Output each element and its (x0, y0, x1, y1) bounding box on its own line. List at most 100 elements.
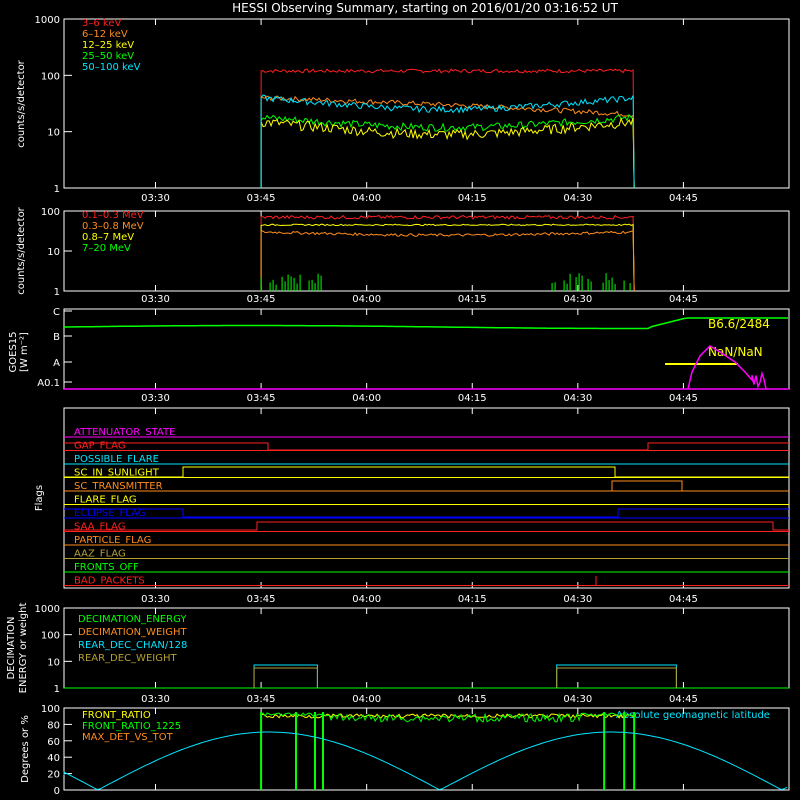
flag-name-bad-packets: BAD_PACKETS (74, 576, 145, 587)
time-tick-label: 04:15 (458, 294, 487, 305)
ratio-panel (63, 707, 790, 791)
flag-name-eclipse-flag: ECLIPSE_FLAG (74, 508, 145, 519)
rear-dec-weight-step (556, 667, 677, 688)
counts-low-ytick: 10 (47, 128, 60, 139)
transmitter-flag-step (64, 480, 789, 492)
eclipse-flag-step (64, 508, 789, 518)
time-tick-label: 03:45 (247, 393, 276, 404)
time-tick-label: 04:45 (669, 694, 698, 705)
flag-name-attenuator-state: ATTENUATOR_STATE (74, 427, 175, 438)
time-tick-label: 04:45 (669, 193, 698, 204)
series-6-12kev (260, 95, 635, 189)
series-0.1-0.3mev (260, 214, 635, 292)
ratio-legend-entry: FRONT_RATIO (82, 710, 151, 721)
decimation-ytick: 10 (47, 657, 60, 668)
counts-high-ytick: 100 (41, 207, 60, 218)
counts-low-legend-entry: 25–50 keV (82, 51, 134, 62)
time-tick-label: 03:30 (141, 193, 170, 204)
ratio-ylabel: Degrees or % (20, 715, 31, 783)
time-tick-label: 03:45 (247, 294, 276, 305)
counts-high-ytick: 1 (54, 287, 60, 298)
series-0.3-0.8mev (260, 230, 635, 292)
flags-panel (63, 407, 790, 589)
counts-low-ylabel: counts/s/detector (16, 59, 27, 147)
ratio-ytick: 80 (47, 720, 60, 731)
time-tick-label: 04:45 (669, 294, 698, 305)
time-tick-label: 04:45 (669, 393, 698, 404)
time-tick-label: 04:15 (458, 193, 487, 204)
counts-low-ytick: 1 (54, 184, 60, 195)
time-tick-label: 04:15 (458, 594, 487, 605)
flag-name-gap-flag: GAP_FLAG (74, 441, 126, 452)
decimation-ylabel-2: ENERGY or weight (18, 603, 29, 694)
ratio-ytick: 20 (47, 770, 60, 781)
counts-low-legend-entry: 6–12 keV (82, 29, 128, 40)
counts-high-ylabel: counts/s/detector (16, 206, 27, 294)
ratio-ytick: 60 (47, 737, 60, 748)
time-tick-label: 04:15 (458, 694, 487, 705)
counts-high-ytick: 10 (47, 247, 60, 258)
flag-name-sc-in-sunlight: SC_IN_SUNLIGHT (74, 468, 160, 479)
flag-name-possible-flare: POSSIBLE_FLARE (74, 454, 159, 465)
ratio-ytick: 40 (47, 753, 60, 764)
flag-name-fronts-off: FRONTS_OFF (74, 562, 139, 573)
flags-ylabel: Flags (34, 485, 45, 511)
counts-high-legend-entry: 0.8–7 MeV (82, 232, 134, 243)
time-tick-label: 04:30 (563, 694, 592, 705)
decimation-legend-entry: REAR_DEC_CHAN/128 (78, 640, 187, 651)
time-tick-label: 04:30 (563, 393, 592, 404)
time-tick-label: 04:30 (563, 594, 592, 605)
ratio-legend-entry: FRONT_RATIO_1225 (82, 721, 181, 732)
goes-ylabel-units: [W m⁻²] (19, 332, 30, 372)
time-tick-label: 03:30 (141, 393, 170, 404)
time-tick-label: 04:30 (563, 193, 592, 204)
goes-nan-annotation: NaN/NaN (708, 345, 763, 359)
counts-high-legend-entry: 7–20 MeV (82, 243, 131, 254)
time-tick-label: 03:45 (247, 193, 276, 204)
plot-title: HESSI Observing Summary, starting on 201… (232, 1, 618, 15)
time-tick-label: 03:30 (141, 294, 170, 305)
decimation-ytick: 1000 (35, 604, 60, 615)
flag-name-flare-flag: FLARE_FLAG (74, 495, 137, 506)
saa-flag-step (64, 521, 789, 531)
time-tick-label: 04:00 (352, 294, 381, 305)
flag-name-particle-flag: PARTICLE_FLAG (74, 535, 151, 546)
counts-high-legend-entry: 0.3–0.8 MeV (82, 221, 144, 232)
gap-flag-step (64, 442, 789, 451)
ratio-legend-entry: MAX_DET_VS_TOT (82, 732, 174, 743)
flag-name-aaz-flag: AAZ_FLAG (74, 549, 126, 560)
decimation-ytick: 1 (54, 684, 60, 695)
time-tick-label: 03:45 (247, 594, 276, 605)
time-tick-label: 03:45 (247, 694, 276, 705)
series-25-50kev (260, 113, 635, 189)
goes-class-annotation: B6.6/2484 (708, 317, 770, 331)
time-tick-label: 04:00 (352, 193, 381, 204)
sunlight-flag-step (64, 466, 789, 478)
goes-long-series (64, 317, 788, 330)
rear-dec-weight-step (253, 667, 318, 688)
geomagnetic-latitude-series (63, 731, 788, 791)
series-12-25kev (260, 117, 635, 189)
series-50-100kev (260, 94, 635, 189)
counts-low-ytick: 100 (41, 71, 60, 82)
time-tick-label: 04:00 (352, 694, 381, 705)
time-tick-label: 03:30 (141, 694, 170, 705)
counts-high-legend-entry: 0.1–0.3 MeV (82, 210, 144, 221)
ratio-ytick: 100 (41, 704, 60, 715)
time-tick-label: 04:00 (352, 393, 381, 404)
time-tick-label: 04:00 (352, 594, 381, 605)
goes-short-series (687, 345, 767, 390)
flag-name-sc-transmitter: SC_TRANSMITTER (74, 481, 163, 492)
decimation-legend-entry: DECIMATION_WEIGHT (78, 627, 187, 638)
front-ratio-series (260, 713, 634, 719)
goes-ylabel: GOES15 (8, 331, 19, 372)
front-ratio-1225-series (260, 712, 634, 724)
flag-name-saa-flag: SAA_FLAG (74, 522, 125, 533)
counts-low-legend-entry: 3–6 keV (82, 18, 121, 29)
goes-ytick: A (53, 358, 60, 369)
counts-low-ytick: 1000 (35, 15, 60, 26)
time-tick-label: 04:15 (458, 393, 487, 404)
decimation-legend-entry: DECIMATION_ENERGY (78, 614, 187, 625)
counts-low-legend-entry: 50–100 keV (82, 62, 141, 73)
